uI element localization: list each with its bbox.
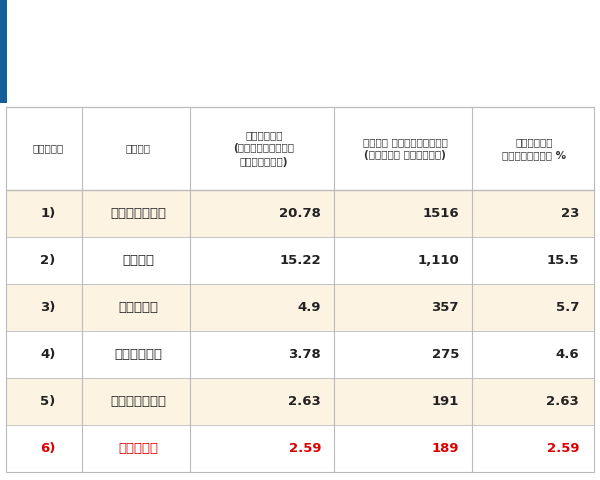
Text: జపాన్: జపాన్ [118, 301, 158, 314]
FancyBboxPatch shape [6, 378, 594, 425]
Text: 15.22: 15.22 [280, 254, 321, 267]
FancyBboxPatch shape [6, 425, 594, 472]
FancyBboxPatch shape [6, 237, 594, 284]
Text: 2.63: 2.63 [546, 396, 579, 408]
Text: 3): 3) [40, 301, 56, 314]
Text: బ్రిటన్: బ్రిటన్ [110, 396, 166, 408]
Text: 1,110: 1,110 [417, 254, 459, 267]
Text: 1): 1) [40, 207, 56, 220]
Text: ప్రపంచ
జీడీపీలో %: ప్రపంచ జీడీపీలో % [502, 137, 566, 160]
Text: 2.59: 2.59 [289, 443, 321, 456]
Text: 191: 191 [431, 396, 459, 408]
Text: విఎంఏఫ్ గణాంకాల ప్రకారం...: విఎంఏఫ్ గణాంకాల ప్రకారం... [18, 21, 301, 40]
Text: 4.6: 4.6 [556, 348, 579, 361]
Text: 2): 2) [40, 254, 56, 267]
Text: 5): 5) [40, 396, 56, 408]
Text: ప్రస్తుత ప్రపంచ ఆర్ధిక దిగ్గజాలు: ప్రస్తుత ప్రపంచ ఆర్ధిక దిగ్గజాలు [18, 64, 379, 83]
FancyBboxPatch shape [6, 284, 594, 331]
Text: అమెరికా: అమెరికా [110, 207, 166, 220]
Text: జీడీపీ
(ట్రిలియన్
డాలర్లో): జీడీపీ (ట్రిలియన్ డాలర్లో) [233, 130, 295, 167]
Text: 1516: 1516 [422, 207, 459, 220]
Bar [0, 0, 7, 103]
Text: 3.78: 3.78 [288, 348, 321, 361]
Text: 23: 23 [560, 207, 579, 220]
Text: 4): 4) [40, 348, 56, 361]
Text: 4.9: 4.9 [298, 301, 321, 314]
Text: భారత కరెన్సీలో
(లక్షల కోట్లో): భారత కరెన్సీలో (లక్షల కోట్లో) [362, 137, 448, 160]
Text: దేశం: దేశం [125, 144, 151, 154]
Text: 2.63: 2.63 [288, 396, 321, 408]
FancyBboxPatch shape [6, 190, 594, 237]
Text: 2.59: 2.59 [547, 443, 579, 456]
Text: చైనా: చైనా [122, 254, 154, 267]
Text: 357: 357 [431, 301, 459, 314]
FancyBboxPatch shape [6, 331, 594, 378]
Text: జర్మనీ: జర్మనీ [114, 348, 162, 361]
Text: 5.7: 5.7 [556, 301, 579, 314]
Text: 275: 275 [431, 348, 459, 361]
Text: భారత్: భారత్ [118, 443, 158, 456]
Text: 20.78: 20.78 [279, 207, 321, 220]
Text: సంఖ్య: సంఖ్య [32, 144, 64, 154]
Text: 6): 6) [40, 443, 56, 456]
Text: 189: 189 [431, 443, 459, 456]
Text: 15.5: 15.5 [547, 254, 579, 267]
